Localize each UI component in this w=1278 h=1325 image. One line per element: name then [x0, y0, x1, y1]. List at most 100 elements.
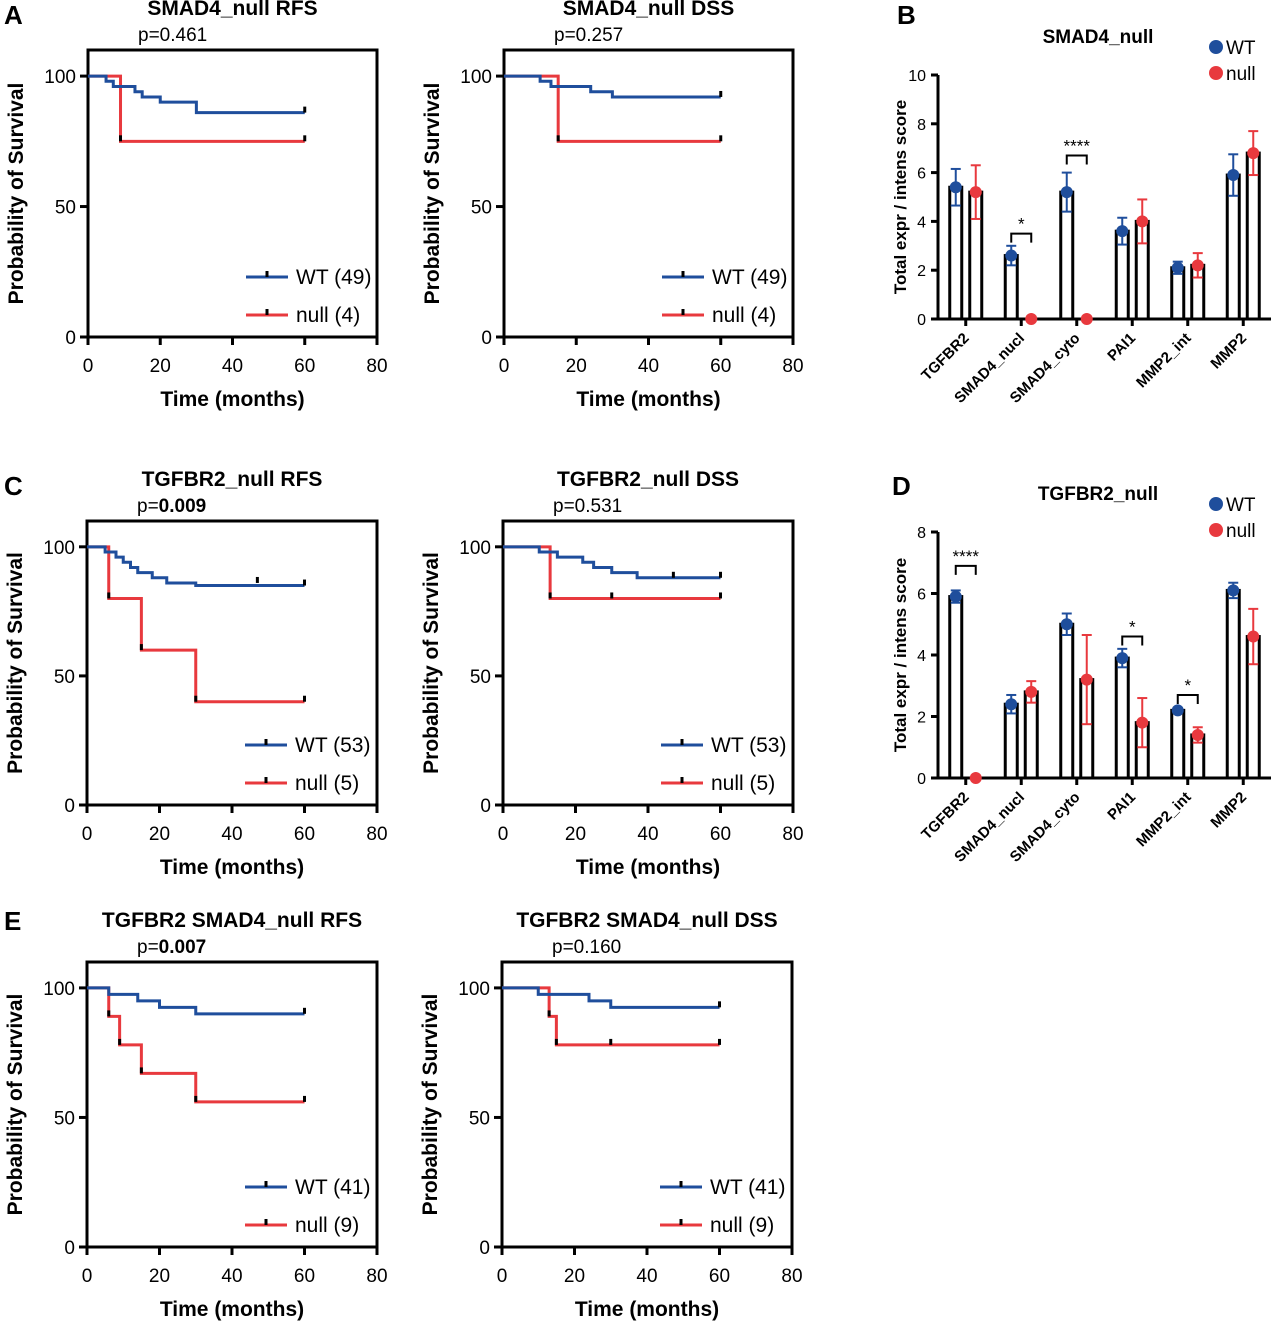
y-axis-label: Probability of Survival	[5, 83, 28, 305]
survival-curve-wt	[87, 986, 305, 1016]
y-tick-label: 100	[459, 538, 491, 559]
km-chart-c-right: TGFBR2_null DSS p=0.531 0 50 100 0 20 40 60 80 Tim…	[420, 468, 804, 879]
x-tick-label: 60	[709, 1266, 730, 1287]
x-tick-label: 20	[564, 1266, 585, 1287]
y-tick-label: 4	[917, 214, 926, 231]
legend-label-null: null (5)	[711, 772, 775, 795]
legend-dot-wt	[1209, 497, 1223, 511]
km-chart-e-left: TGFBR2 SMAD4_null RFS p=0.007 0 50 100 0 20 40 6…	[4, 909, 388, 1321]
x-axis-label: Time (months)	[576, 856, 720, 879]
chart-title: TGFBR2_null	[1038, 484, 1158, 505]
chart-title: TGFBR2_null RFS	[142, 468, 323, 491]
y-tick-label: 50	[54, 1108, 75, 1129]
y-tick-label: 10	[908, 68, 926, 85]
mean-point-wt	[949, 590, 962, 603]
bar-null	[1245, 151, 1261, 321]
significance-bracket	[1176, 693, 1199, 704]
y-tick-label: 100	[460, 67, 492, 88]
x-tick-label: 80	[366, 356, 387, 377]
survival-curve-null	[87, 986, 305, 1104]
p-value: p=0.257	[554, 25, 623, 46]
mean-point-wt	[1005, 698, 1018, 711]
bar-wt	[948, 185, 964, 321]
x-tick-label: 60	[294, 356, 315, 377]
mean-point-null	[1247, 147, 1260, 160]
mean-point-null	[969, 186, 982, 199]
p-value: p=0.009	[137, 496, 206, 517]
y-tick-label: 6	[917, 166, 926, 183]
y-tick-label: 2	[917, 263, 926, 280]
survival-curve-wt	[504, 74, 721, 99]
mean-point-null	[1247, 630, 1260, 643]
p-value-prefix: p=	[552, 937, 574, 958]
legend-label-null: null (5)	[295, 772, 359, 795]
significance-bracket	[954, 564, 977, 575]
y-tick-label: 50	[470, 667, 491, 688]
y-tick-label: 50	[469, 1108, 490, 1129]
y-axis-label: Total expr / intens score	[891, 100, 910, 294]
mean-point-wt	[1116, 225, 1129, 238]
x-tick-label: 0	[83, 356, 94, 377]
x-axis-label: Time (months)	[575, 1298, 719, 1321]
p-value: p=0.531	[553, 496, 622, 517]
panel-letter-c: C	[4, 471, 23, 501]
p-value-number: 0.007	[159, 937, 207, 958]
y-tick-label: 50	[471, 198, 492, 219]
y-tick-label: 0	[65, 328, 76, 349]
x-axis-label: Time (months)	[160, 388, 304, 411]
significance-bracket	[1121, 635, 1144, 646]
plot-frame	[86, 48, 379, 339]
chart-title: SMAD4_null RFS	[147, 0, 317, 20]
x-axis-label: Time (months)	[160, 856, 304, 879]
y-tick-label: 0	[481, 328, 492, 349]
y-tick-label: 50	[54, 667, 75, 688]
x-tick-label: 0	[82, 1266, 93, 1287]
p-value-prefix: p=	[137, 937, 159, 958]
p-value: p=0.461	[138, 25, 207, 46]
x-tick-label: 80	[782, 824, 803, 845]
plot-frame	[500, 960, 794, 1249]
panel-letters: A B C D E	[4, 0, 916, 936]
plot-frame	[502, 48, 795, 339]
bar-wt	[1225, 588, 1241, 780]
p-value: p=0.160	[552, 937, 621, 958]
p-value-number: 0.531	[575, 496, 623, 517]
x-tick-label: 80	[366, 1266, 387, 1287]
mean-point-null	[1136, 215, 1149, 228]
y-tick-label: 100	[43, 979, 75, 1000]
y-axis-label: Probability of Survival	[4, 994, 27, 1216]
y-tick-label: 4	[917, 648, 926, 665]
y-tick-label: 0	[479, 1238, 490, 1259]
legend-label-null: null (9)	[710, 1214, 774, 1237]
p-value-number: 0.461	[160, 25, 208, 46]
bar-wt	[1170, 708, 1186, 780]
mean-point-null	[1025, 685, 1038, 698]
x-tick-label: 20	[150, 356, 171, 377]
mean-point-wt	[1060, 186, 1073, 199]
x-tick-label: 40	[222, 356, 243, 377]
mean-point-null	[1191, 728, 1204, 741]
panel-letter-b: B	[897, 0, 916, 30]
y-tick-label: 100	[44, 67, 76, 88]
mean-point-null	[969, 772, 982, 784]
chart-title: TGFBR2 SMAD4_null DSS	[516, 909, 777, 932]
km-chart-c-left: TGFBR2_null RFS p=0.009 0 50 100 0 20 40 60 80 Tim…	[4, 468, 388, 879]
y-axis-label: Probability of Survival	[420, 552, 443, 774]
bar-null	[1023, 690, 1039, 780]
survival-curve-wt	[88, 74, 305, 115]
x-tick-label: 40	[638, 356, 659, 377]
legend-label-null: null (4)	[296, 304, 360, 327]
survival-curve-null	[504, 74, 721, 143]
y-tick-label: 0	[917, 312, 926, 329]
x-tick-label: 20	[566, 356, 587, 377]
y-tick-label: 8	[917, 525, 926, 542]
km-chart-e-right: TGFBR2 SMAD4_null DSS p=0.160 0 50 100 0 20 40 6…	[419, 909, 803, 1321]
significance-bracket	[1010, 232, 1033, 243]
x-tick-label: 40	[221, 1266, 242, 1287]
legend-dot-wt	[1209, 40, 1223, 54]
p-value-number: 0.257	[576, 25, 624, 46]
mean-point-wt	[1227, 169, 1240, 182]
chart-title: TGFBR2 SMAD4_null RFS	[102, 909, 362, 932]
legend-label-wt: WT (53)	[295, 734, 370, 757]
km-chart-a-right: SMAD4_null DSS p=0.257 0 50 100 0 20 40 60 80 Time…	[421, 0, 804, 411]
